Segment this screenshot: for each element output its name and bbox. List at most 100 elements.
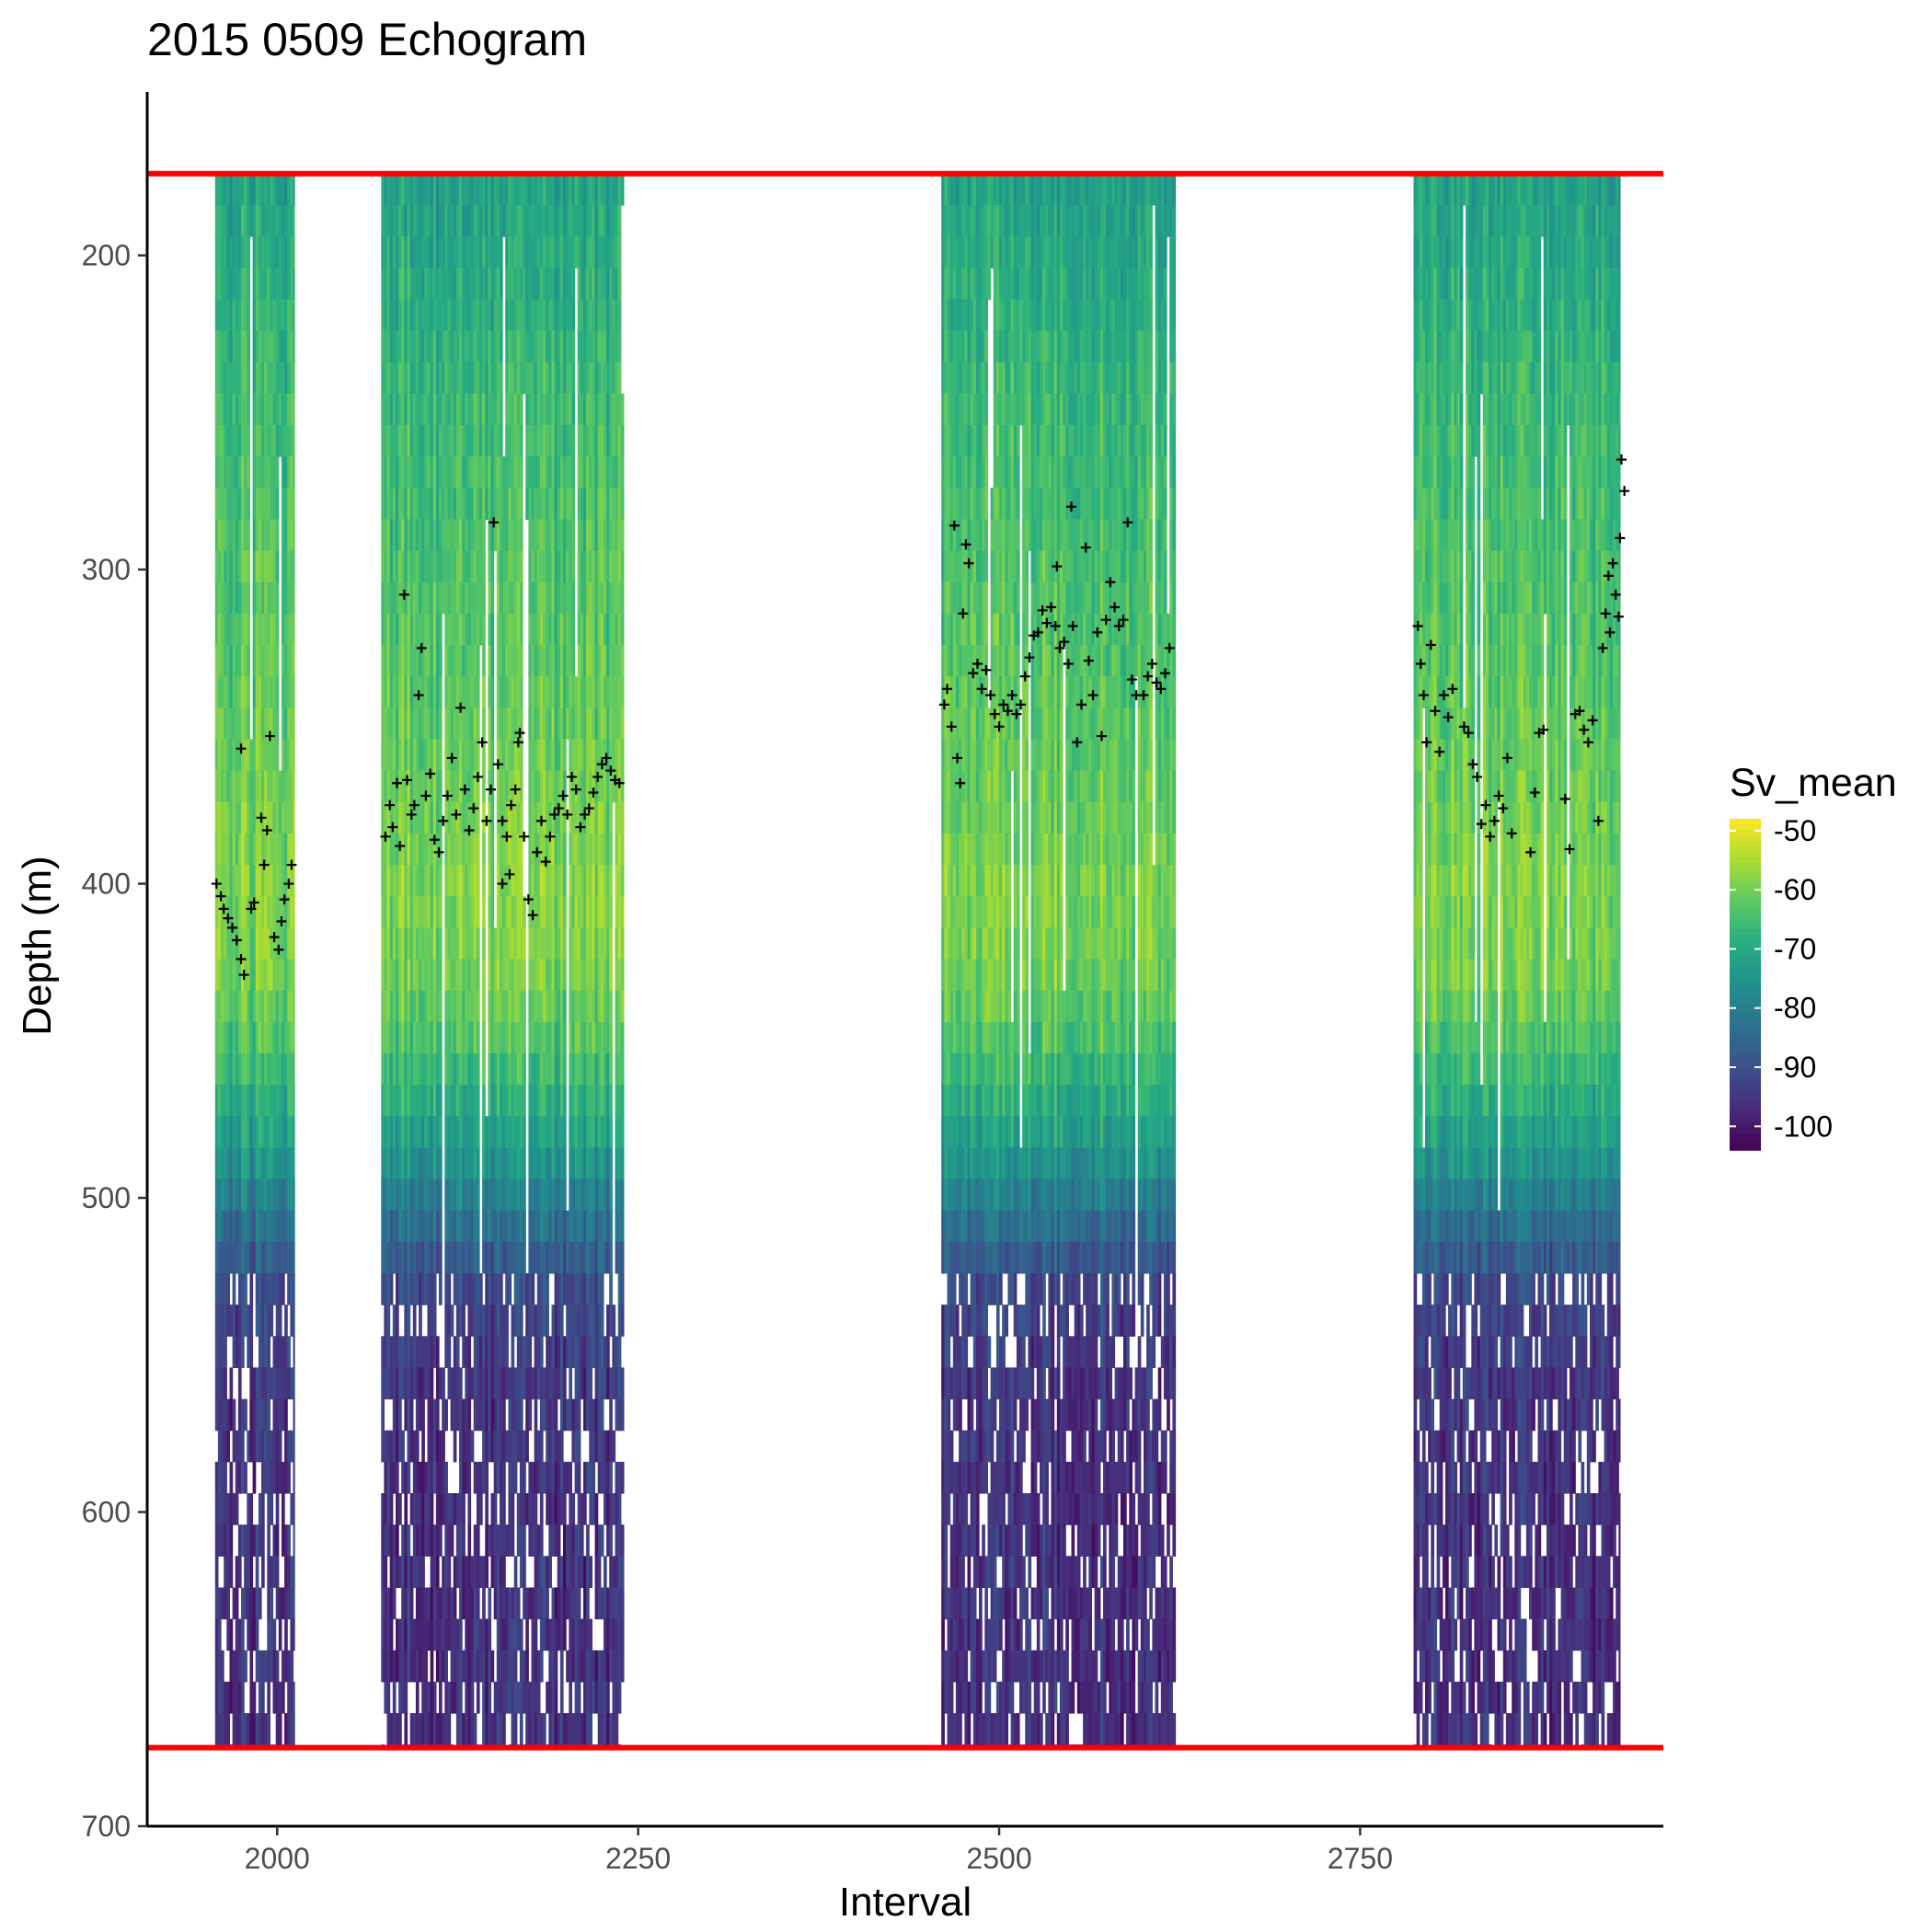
heatmap-cell [255, 362, 259, 395]
heatmap-cell [476, 770, 480, 803]
heatmap-cell [459, 1398, 463, 1432]
heatmap-cell [404, 362, 408, 395]
heatmap-cell [604, 770, 607, 803]
heatmap-cell [470, 393, 475, 426]
heatmap-cell [244, 299, 247, 332]
heatmap-cell [424, 1273, 428, 1305]
heatmap-cell [589, 1021, 592, 1054]
heatmap-cell [508, 1650, 512, 1683]
heatmap-cell [528, 1085, 533, 1117]
heatmap-cell [421, 1052, 425, 1086]
heatmap-cell [267, 645, 270, 677]
heatmap-cell [447, 1524, 452, 1557]
heatmap-cell [421, 1618, 425, 1651]
heatmap-cell [606, 1085, 610, 1117]
heatmap-cell [287, 204, 291, 237]
heatmap-cell [528, 896, 533, 928]
heatmap-cell [272, 801, 277, 834]
heatmap-cell [237, 393, 242, 426]
heatmap-cell [244, 707, 247, 740]
heatmap-cell [609, 362, 613, 395]
heatmap-cell [435, 801, 440, 834]
heatmap-cell [396, 959, 399, 992]
heatmap-cell [597, 1052, 602, 1086]
heatmap-cell [557, 488, 561, 520]
heatmap-cell [290, 204, 294, 237]
heatmap-cell [424, 645, 428, 677]
heatmap-cell [490, 1147, 495, 1180]
heatmap-cell [539, 1587, 544, 1620]
heatmap-cell [502, 770, 506, 803]
heatmap-cell [392, 173, 397, 206]
heatmap-cell [594, 1524, 599, 1557]
heatmap-cell [594, 959, 599, 992]
heatmap-cell [267, 1241, 270, 1274]
heatmap-cell [536, 927, 541, 960]
heatmap-cell [229, 393, 234, 426]
heatmap-cell [563, 1398, 567, 1432]
heatmap-cell [282, 1587, 285, 1620]
heatmap-cell [559, 1116, 564, 1148]
heatmap-cell [415, 1147, 420, 1180]
heatmap-cell [258, 204, 262, 237]
heatmap-cell [244, 1713, 247, 1745]
heatmap-cell [476, 1556, 480, 1588]
heatmap-cell [577, 550, 581, 583]
heatmap-cell [604, 1241, 607, 1274]
heatmap-cell [389, 330, 394, 363]
heatmap-cell [290, 1147, 294, 1180]
heatmap-cell [282, 1650, 285, 1683]
heatmap-cell [516, 959, 521, 992]
heatmap-cell [508, 1524, 512, 1557]
heatmap-cell [389, 770, 394, 803]
heatmap-cell [493, 1052, 498, 1086]
heatmap-cell [505, 676, 509, 708]
heatmap-cell [439, 990, 443, 1023]
heatmap-cell [583, 1461, 587, 1494]
heatmap-cell [559, 927, 564, 960]
heatmap-cell [241, 896, 245, 928]
heatmap-cell [407, 739, 411, 772]
heatmap-cell [237, 676, 242, 708]
heatmap-cell [409, 519, 414, 552]
heatmap-cell [415, 1398, 420, 1432]
heatmap-cell [235, 1116, 239, 1148]
heatmap-cell [559, 299, 564, 332]
heatmap-cell [523, 1116, 526, 1148]
heatmap-cell [455, 173, 460, 206]
heatmap-cell [604, 1461, 607, 1494]
heatmap-cell [511, 1461, 515, 1494]
heatmap-cell [392, 927, 397, 960]
heatmap-cell [528, 362, 533, 395]
heatmap-cell [258, 1116, 262, 1148]
heatmap-cell [559, 896, 564, 928]
heatmap-cell [415, 990, 420, 1023]
heatmap-cell [430, 581, 434, 615]
heatmap-cell [580, 1021, 584, 1054]
heatmap-cell [493, 1430, 498, 1463]
heatmap-cell [551, 801, 556, 834]
heatmap-cell [258, 550, 262, 583]
heatmap-cell [465, 1147, 468, 1180]
heatmap-cell [450, 362, 454, 395]
heatmap-cell [519, 707, 523, 740]
heatmap-cell [531, 770, 535, 803]
heatmap-cell [386, 1241, 391, 1274]
heatmap-cell [421, 236, 425, 269]
heatmap-cell [482, 1305, 486, 1337]
heatmap-cell [566, 1305, 569, 1337]
heatmap-cell [447, 362, 452, 395]
heatmap-cell [392, 1305, 397, 1337]
heatmap-cell [574, 1147, 579, 1180]
heatmap-cell [473, 1210, 477, 1243]
heatmap-cell [493, 1367, 498, 1400]
heatmap-cell [563, 519, 567, 552]
heatmap-cell [435, 173, 440, 206]
heatmap-cell [606, 362, 610, 395]
heatmap-cell [424, 613, 428, 646]
heatmap-cell [589, 236, 592, 269]
heatmap-cell [583, 676, 587, 708]
heatmap-cell [546, 676, 549, 708]
heatmap-cell [226, 990, 230, 1023]
heatmap-cell [435, 959, 440, 992]
